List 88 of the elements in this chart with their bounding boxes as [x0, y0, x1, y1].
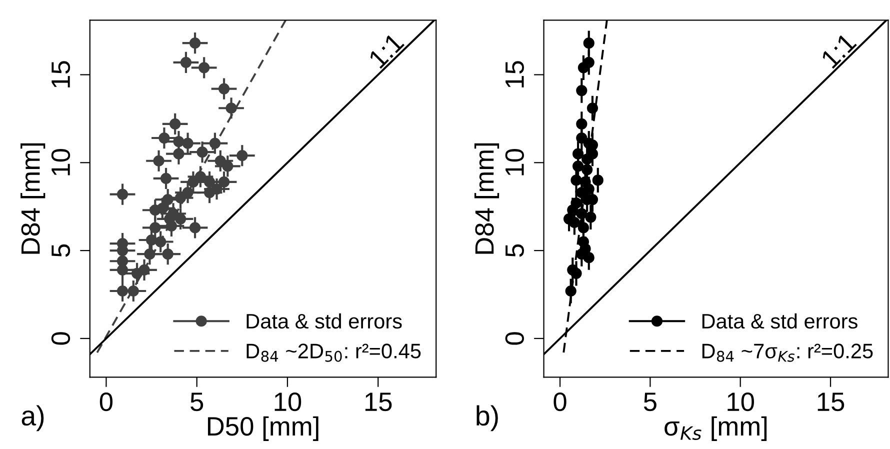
- point: [116, 264, 128, 276]
- point: [160, 172, 172, 184]
- legend-label: Data & std errors: [246, 313, 402, 329]
- x-tick-label: 0: [554, 392, 566, 412]
- point: [189, 38, 201, 49]
- point: [188, 176, 199, 188]
- point: [586, 102, 598, 114]
- point: [209, 138, 221, 149]
- x-tick-label: 5: [644, 392, 656, 412]
- point: [568, 216, 580, 228]
- annotation: 1:1: [820, 32, 857, 69]
- point: [198, 62, 210, 74]
- point: [128, 285, 139, 297]
- point: [576, 118, 588, 130]
- point: [576, 208, 588, 220]
- y-tick-label: 15: [52, 61, 70, 88]
- point: [189, 222, 201, 234]
- point: [572, 160, 584, 172]
- y-tick-label: 0: [505, 332, 524, 345]
- point: [131, 268, 143, 279]
- point: [222, 160, 234, 172]
- point: [116, 188, 128, 200]
- point: [182, 186, 194, 198]
- point: [236, 150, 248, 162]
- point: [582, 164, 593, 176]
- point: [196, 146, 208, 158]
- point: [572, 148, 584, 160]
- point: [182, 138, 194, 149]
- point: [158, 132, 170, 144]
- x-tick-label: 0: [100, 392, 113, 412]
- point: [153, 155, 164, 166]
- x-tick-label: 10: [274, 392, 302, 412]
- point: [116, 285, 128, 297]
- point: [144, 248, 156, 260]
- y-tick-label: 15: [506, 61, 524, 88]
- y-tick-label: 5: [506, 244, 524, 257]
- text: b): [476, 405, 498, 432]
- point: [576, 132, 588, 144]
- point: [162, 248, 174, 260]
- point: [570, 174, 582, 186]
- point: [585, 212, 596, 223]
- point: [218, 83, 230, 94]
- x-tick-label: 15: [365, 392, 392, 412]
- point: [583, 38, 594, 49]
- y-tick-label: 0: [51, 332, 70, 345]
- x-tick-label: 5: [190, 392, 204, 412]
- text: a): [22, 405, 44, 432]
- point: [583, 252, 594, 264]
- point: [170, 118, 181, 130]
- legend-label: Data & std errors: [702, 313, 858, 329]
- point: [162, 194, 174, 206]
- point: [576, 84, 588, 96]
- point: [204, 186, 216, 198]
- y-tick-label: 10: [505, 148, 524, 176]
- point: [218, 176, 230, 188]
- point: [150, 222, 161, 234]
- x-tick-label: 15: [818, 392, 844, 412]
- point: [214, 155, 226, 166]
- x-tick-label: 10: [728, 392, 754, 412]
- y-axis-title: D84 [mm]: [20, 143, 46, 254]
- x-axis-title: D50 [mm]: [208, 416, 318, 441]
- x-axis-title: σ$_{Ks}$ [mm]: [664, 416, 767, 441]
- point: [146, 234, 158, 246]
- point: [150, 204, 161, 216]
- point: [166, 220, 178, 232]
- point: [173, 136, 184, 148]
- point: [116, 256, 128, 267]
- point: [174, 213, 186, 224]
- y-tick-label: 5: [52, 244, 70, 257]
- point: [578, 222, 590, 234]
- point: [173, 148, 184, 160]
- point: [204, 176, 216, 188]
- point: [174, 192, 186, 204]
- point: [180, 56, 192, 68]
- point: [578, 62, 590, 74]
- y-axis-title: D84 [mm]: [474, 143, 500, 254]
- point: [226, 102, 237, 114]
- point: [155, 236, 166, 248]
- point: [567, 204, 578, 216]
- y-tick-label: 10: [51, 148, 70, 176]
- point: [592, 174, 604, 186]
- annotation: 1:1: [368, 32, 405, 69]
- point: [194, 171, 206, 182]
- point: [576, 186, 588, 198]
- point: [570, 268, 582, 279]
- legend-label: D$_{84}$ ~2D$_{50}$: r²=0.45: [246, 344, 421, 362]
- point: [565, 285, 576, 297]
- legend-label: D$_{84}$ ~7σ$_{Ks}$: r²=0.25: [702, 344, 873, 362]
